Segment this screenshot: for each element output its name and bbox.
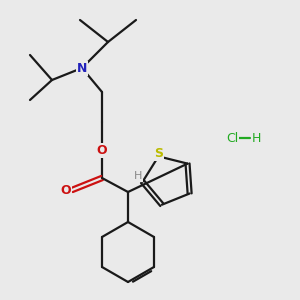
Text: N: N [77,61,87,74]
Text: Cl: Cl [226,131,238,145]
Text: O: O [97,143,107,157]
Text: S: S [154,147,163,160]
Text: O: O [61,184,71,196]
Text: H: H [251,131,261,145]
Text: H: H [134,171,142,181]
